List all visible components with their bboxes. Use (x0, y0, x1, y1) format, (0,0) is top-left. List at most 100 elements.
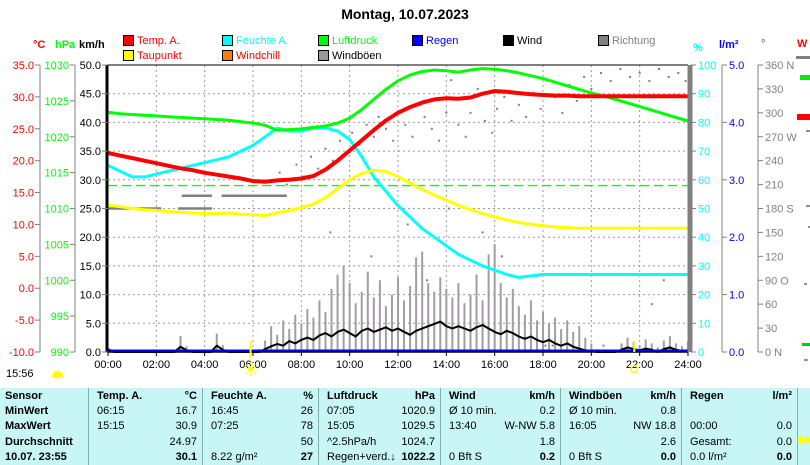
table-cell: 16:05 NW 18.8 (560, 418, 681, 435)
direction-dot (464, 135, 467, 138)
x-tick-label: 22:00 (626, 359, 654, 371)
axis-tick-label: 30 (698, 261, 710, 273)
direction-dot (546, 79, 549, 82)
clipped-chart-fragment (806, 205, 810, 207)
x-tick-label: 04:00 (191, 359, 219, 371)
humidity-axis-unit: % (693, 42, 703, 54)
clipped-chart-fragment (797, 114, 810, 120)
direction-dot (583, 75, 586, 78)
x-tick-label: 24:00 (674, 359, 702, 371)
axis-tick-label: 0.0 (19, 283, 34, 295)
legend-swatch-luftdruck (318, 35, 329, 46)
axis-tick-label: 1020 (45, 132, 69, 144)
direction-dot (484, 119, 486, 122)
axis-tick-label: 100 (698, 60, 716, 72)
direction-dot (496, 107, 499, 110)
axis-tick-label: 2.0 (729, 232, 744, 244)
table-cell-text: Regen+verd.↓ (327, 451, 396, 464)
legend-swatch-feuchte-a (222, 35, 233, 46)
table-cell-text: Windböen (569, 389, 623, 402)
axis-tick-label: 0 (698, 347, 704, 359)
axis-tick-label: 30.0 (80, 175, 101, 187)
temp-axis-unit: °C (33, 39, 46, 51)
axis-tick-label: 210 (765, 180, 783, 192)
legend-swatch-taupunkt (123, 50, 134, 61)
table-cell-text: Ø 10 min. (449, 405, 497, 418)
daylight-sun-icon (52, 371, 63, 378)
table-cell (681, 403, 797, 419)
series-luftdruck (106, 67, 690, 132)
direction-dot (600, 71, 602, 74)
direction-dot (638, 71, 641, 74)
axis-tick-label: 25.0 (80, 204, 101, 216)
pressure-axis-unit: hPa (55, 39, 76, 51)
axis-tick-label: 90 O (765, 275, 789, 287)
table-cell: Temp. A. °C (88, 388, 202, 404)
table-cell-text: 8.22 g/m² (211, 451, 258, 464)
direction-dot (295, 163, 298, 166)
direction-dot (684, 79, 687, 82)
table-cell: 06:15 16.7 (88, 403, 202, 419)
table-cell-value: 16.7 (175, 405, 197, 418)
direction-dot (418, 103, 421, 106)
direction-dot (517, 103, 520, 106)
direction-dot (667, 75, 670, 78)
series-taupunkt (106, 168, 690, 230)
table-cell: 50 (202, 434, 318, 450)
direction-dot (302, 175, 305, 178)
axis-tick-label: 5.0 (86, 318, 101, 330)
x-tick-label: 10:00 (336, 359, 364, 371)
table-cell-value: 0.0 (776, 451, 792, 464)
table-cell-text: Temp. A. (97, 389, 143, 402)
table-row-label: MinWert (5, 405, 49, 418)
table-cell: Feuchte A.% (202, 388, 318, 404)
table-cell: Ø 10 min. 0.8 (560, 403, 681, 419)
axis-tick-label: 240 (765, 156, 783, 168)
x-tick-label: 18:00 (529, 359, 557, 371)
table-cell: 24.97 (88, 434, 202, 450)
radiation-axis-unit-clipped: W (797, 38, 808, 50)
clipped-chart-fragment (806, 130, 810, 132)
axis-tick-label: 10.0 (80, 290, 101, 302)
legend-label-feuchte-a: Feuchte A. (236, 35, 289, 47)
axis-tick-label: 120 (765, 251, 783, 263)
table-cell: Windböen km/h (560, 388, 681, 404)
page-title: Montag, 10.07.2023 (341, 6, 469, 22)
axis-tick-label: 990 (51, 347, 69, 359)
table-cell-value: 0.0 (660, 451, 676, 464)
direction-dot (457, 123, 460, 126)
axis-tick-label: 1030 (45, 60, 69, 72)
clipped-chart-fragment (800, 75, 810, 80)
legend-swatch-wind (503, 35, 514, 46)
direction-dot (365, 123, 368, 126)
direction-dot (317, 167, 320, 170)
axis-tick-label: 1.0 (729, 290, 744, 302)
direction-dot (662, 279, 665, 282)
legend-swatch-windchill (222, 50, 233, 61)
table-cell-text: 13:40 (449, 420, 477, 433)
axis-tick-label: 25.0 (13, 124, 34, 136)
direction-dot (539, 107, 542, 110)
table-cell-value: W-NW 5.8 (504, 420, 555, 433)
table-cell-text: 16:45 (211, 405, 239, 418)
table-cell-text: 16:05 (569, 420, 597, 433)
axis-tick-label: 0.0 (86, 347, 101, 359)
table-cell-value: 1029.5 (401, 420, 435, 433)
direction-dot (384, 127, 387, 130)
axis-tick-label: 300 (765, 108, 783, 120)
axis-tick-label: 150 (765, 227, 783, 239)
axis-tick-label: 15.0 (80, 261, 101, 273)
legend-swatch-regen (412, 35, 423, 46)
table-cell-text: 0 Bft S (449, 451, 483, 464)
axis-tick-label: 1015 (45, 168, 69, 180)
sunrise-ray (245, 363, 248, 367)
legend-label-taupunkt: Taupunkt (137, 50, 182, 62)
axis-tick-label: 40 (698, 232, 710, 244)
table-edge-strip (797, 418, 810, 435)
axis-tick-label: 30.0 (13, 92, 34, 104)
table-cell-value: hPa (414, 389, 435, 402)
direction-dot (372, 135, 375, 138)
table-cell-text: Regen (690, 389, 724, 402)
x-tick-label: 06:00 (239, 359, 267, 371)
table-cell: 07:05 1020.9 (318, 403, 440, 419)
